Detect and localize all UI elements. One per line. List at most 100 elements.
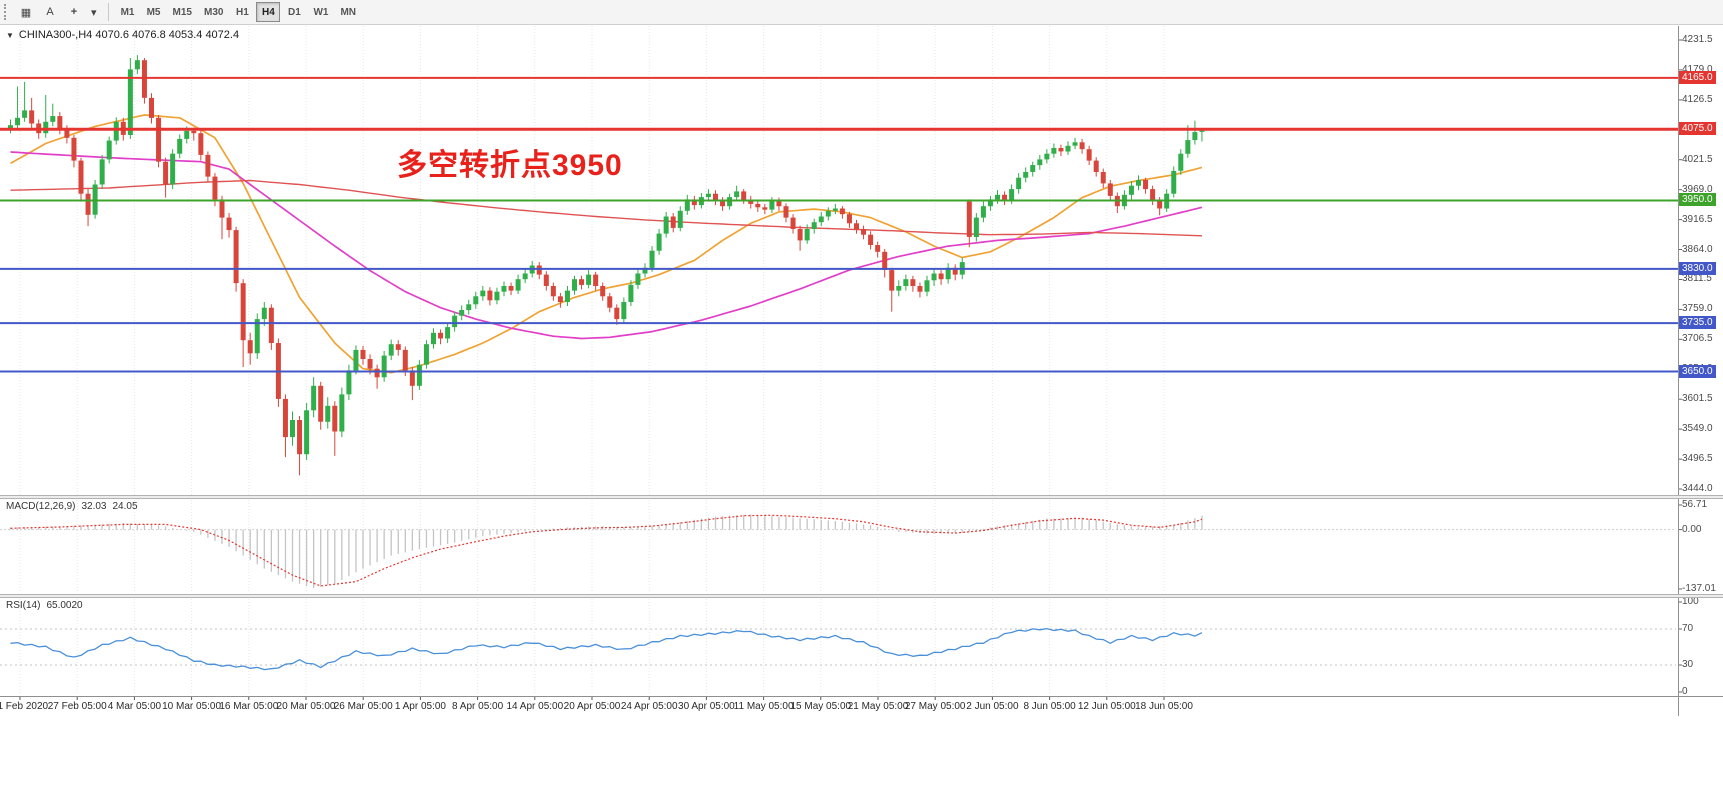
candle	[261, 307, 267, 320]
crosshair-icon: +	[70, 6, 78, 18]
ma-orange-line	[10, 114, 1203, 374]
chart-grid-button[interactable]: ▦	[15, 2, 37, 22]
timeframe-mn[interactable]: MN	[335, 2, 361, 22]
candle	[635, 273, 641, 285]
main-chart[interactable]	[0, 26, 1678, 495]
candle	[1044, 153, 1050, 160]
candle	[184, 130, 190, 139]
candle	[973, 217, 979, 237]
candle	[15, 117, 21, 126]
candle	[205, 154, 211, 177]
candle	[141, 60, 147, 98]
price-badge: 4165.0	[1679, 70, 1716, 84]
macd-panel[interactable]	[0, 499, 1678, 594]
time-label: 10 Mar 05:00	[162, 701, 222, 712]
rsi-panel[interactable]	[0, 598, 1678, 696]
candle	[57, 116, 63, 130]
candle	[388, 344, 394, 356]
text-tool-button[interactable]: A	[39, 2, 61, 22]
candle	[966, 201, 972, 237]
price-badge: 3735.0	[1679, 316, 1716, 330]
candle	[170, 153, 176, 185]
timeframe-d1[interactable]: D1	[282, 2, 306, 22]
chart-annotation-text[interactable]: 多空转折点3950	[397, 149, 623, 182]
time-label: 26 Mar 05:00	[333, 701, 393, 712]
time-label: 27 May 05:00	[904, 701, 966, 712]
candle	[149, 97, 154, 118]
candle	[522, 273, 528, 280]
price-tick-label: 4231.5	[1682, 34, 1713, 45]
time-label: 21 May 05:00	[847, 701, 909, 712]
time-label: 21 Feb 2020	[0, 701, 49, 712]
candle	[156, 117, 162, 162]
candle	[748, 200, 754, 204]
candle	[846, 214, 852, 224]
candle	[804, 229, 810, 241]
candle	[409, 370, 415, 386]
candle	[395, 344, 401, 350]
timeframe-m15[interactable]: M15	[168, 2, 197, 22]
candle	[882, 251, 888, 270]
candle	[543, 274, 549, 286]
candle	[1086, 149, 1092, 161]
candle	[1199, 130, 1205, 132]
candle	[889, 270, 895, 291]
crosshair-tool-button[interactable]: +	[63, 2, 85, 22]
tools-dropdown-button[interactable]: ▾	[87, 2, 101, 22]
candle	[832, 208, 838, 211]
candle	[515, 279, 521, 291]
macd-axis-label: 56.71	[1682, 499, 1708, 510]
toolbar: ▦ A + ▾ M1 M5 M15 M30 H1 H4 D1 W1 MN	[0, 0, 1723, 25]
timeframe-h1[interactable]: H1	[230, 2, 254, 22]
candle	[494, 291, 500, 301]
candle	[1037, 159, 1043, 166]
time-label: 1 Apr 05:00	[394, 701, 446, 712]
candle	[85, 193, 91, 215]
candle	[868, 234, 874, 245]
chart-header: ▼ CHINA300-,H4 4070.6 4076.8 4053.4 4072…	[6, 29, 239, 41]
rsi-value: 65.0020	[46, 600, 83, 611]
toolbar-drag-handle[interactable]	[4, 4, 9, 20]
price-badge: 4075.0	[1679, 122, 1716, 136]
timeframe-h4[interactable]: H4	[256, 2, 281, 22]
candle	[705, 193, 711, 198]
candle	[649, 250, 655, 268]
candle	[233, 230, 239, 284]
rsi-line	[10, 627, 1203, 671]
candle	[924, 280, 930, 292]
candle	[607, 296, 613, 308]
candle	[402, 349, 408, 371]
time-axis[interactable]	[0, 697, 1723, 717]
time-label: 12 Jun 05:00	[1077, 701, 1136, 712]
chart-title-ohlc: CHINA300-,H4 4070.6 4076.8 4053.4 4072.4	[18, 29, 240, 41]
candle	[1136, 180, 1141, 186]
candle	[1178, 153, 1184, 171]
candle	[621, 302, 627, 320]
candle	[325, 405, 331, 422]
splitter-macd-rsi[interactable]	[0, 594, 1723, 598]
candle	[656, 233, 662, 251]
candle	[811, 222, 817, 229]
candle	[987, 199, 993, 207]
symbol-collapse-button[interactable]: ▼	[6, 30, 14, 40]
candle	[367, 359, 373, 369]
candle	[861, 229, 867, 235]
rsi-axis-label: 0	[1682, 686, 1688, 697]
timeframe-m30[interactable]: M30	[199, 2, 228, 22]
candle	[508, 286, 514, 291]
time-label: 4 Mar 05:00	[107, 701, 162, 712]
timeframe-m5[interactable]: M5	[142, 2, 166, 22]
timeframe-w1[interactable]: W1	[308, 2, 333, 22]
candle	[163, 161, 169, 185]
candle	[438, 332, 444, 339]
candle	[50, 116, 56, 122]
time-label: 30 Apr 05:00	[678, 701, 735, 712]
time-label: 11 May 05:00	[733, 701, 794, 712]
price-badge: 3830.0	[1679, 261, 1716, 275]
candle	[78, 160, 84, 194]
splitter-main-macd[interactable]	[0, 495, 1723, 499]
candle	[416, 364, 422, 386]
timeframe-m1[interactable]: M1	[116, 2, 140, 22]
candle	[219, 199, 225, 218]
candle	[684, 199, 690, 211]
